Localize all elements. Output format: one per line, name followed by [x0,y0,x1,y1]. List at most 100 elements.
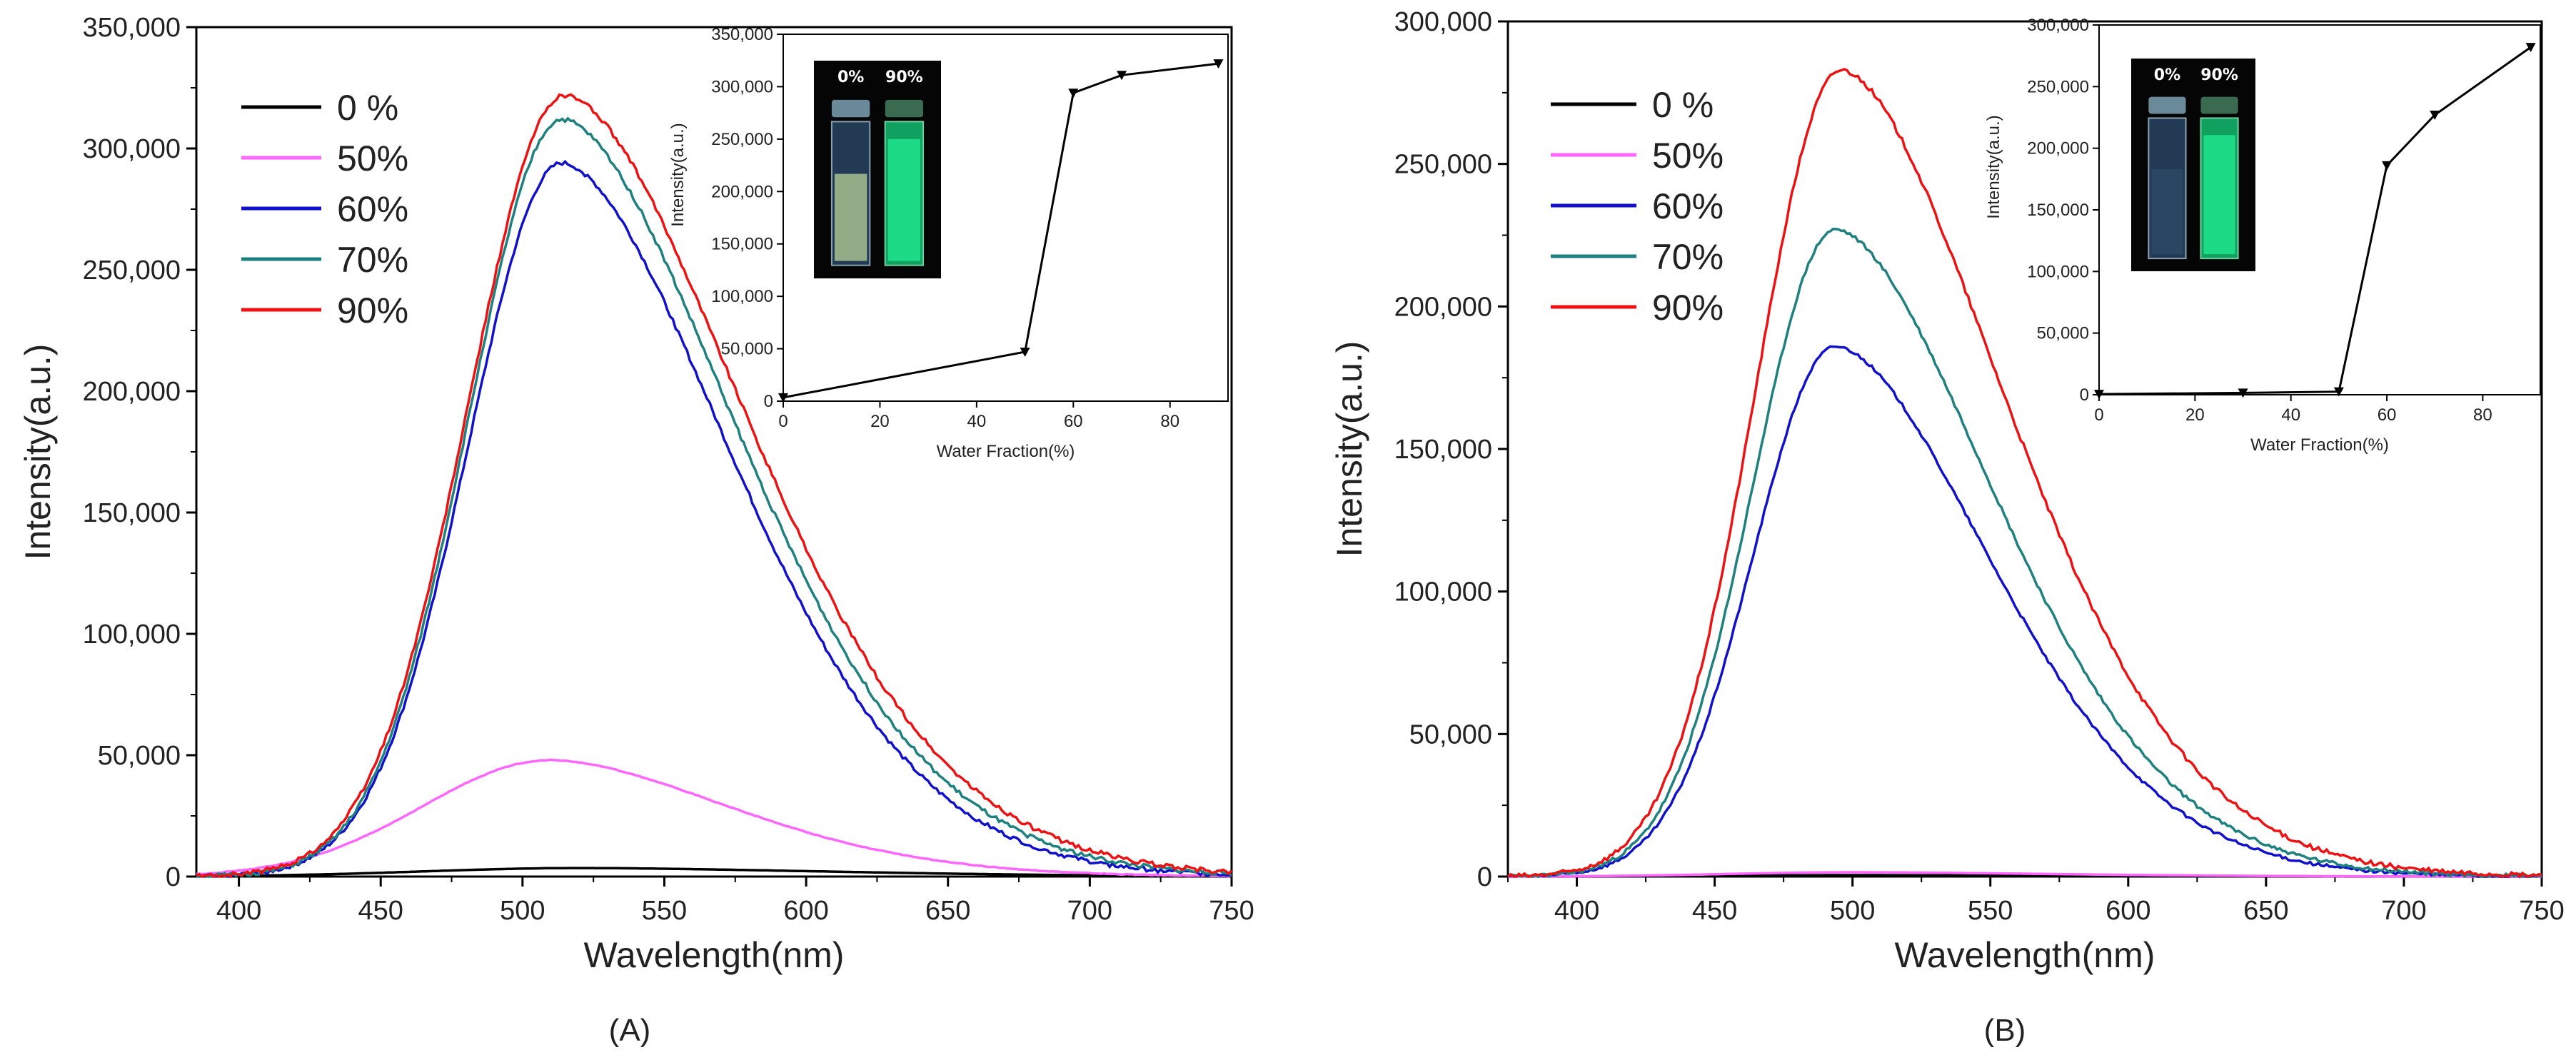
vial-photo: 0% 90% [2131,59,2255,271]
vial-right-glow [2203,135,2235,255]
inset-data-point [2333,387,2344,397]
inset-x-tick-label: 0 [2094,405,2103,425]
y-tick-label: 100,000 [83,620,181,650]
inset-data-point [2525,43,2536,53]
series-line-50pct [1508,871,2542,878]
inset-y-axis-label: Intensity(a.u.) [668,123,688,226]
inset-x-tick-label: 40 [2281,405,2300,425]
vial-left-cap [2148,96,2186,114]
inset-y-tick-label: 300,000 [2027,16,2089,35]
vial-left-glow [2151,168,2183,255]
y-tick-label: 150,000 [1394,435,1492,465]
y-axis-label: Intensity(a.u.) [1329,341,1369,557]
legend-label: 60% [337,189,408,229]
inset-data-point [2238,388,2248,398]
y-tick-label: 0 [1477,862,1492,892]
x-tick-label: 700 [2381,896,2426,926]
vial-left-label: 0% [837,69,864,86]
y-tick-label: 200,000 [83,377,181,407]
series-line-90pct [196,93,1233,879]
legend-label: 70% [1652,237,1724,277]
legend-label: 50% [337,138,408,178]
series-line-0pct [196,867,1232,878]
inset-y-tick-label: 350,000 [711,25,773,44]
series-line-70pct [196,116,1232,878]
inset-x-tick-label: 80 [2473,405,2492,425]
x-tick-label: 600 [2105,896,2150,926]
y-axis-label: Intensity(a.u.) [18,344,58,560]
inset-data-point [1068,89,1079,99]
series-line-50pct [196,758,1232,878]
inset-x-tick-label: 0 [778,412,788,431]
y-tick-label: 50,000 [98,741,181,771]
y-tick-label: 350,000 [83,13,181,43]
x-tick-label: 650 [925,896,970,926]
y-tick-label: 250,000 [1394,150,1492,180]
inset-y-tick-label: 50,000 [721,340,773,359]
inset-y-tick-label: 100,000 [711,287,773,306]
panel-b: 400 450 500 550 600 650 700 750050,000100,00015… [1329,7,2565,1048]
inset-y-tick-label: 250,000 [711,130,773,149]
x-tick-label: 500 [500,896,545,926]
inset-y-tick-label: 100,000 [2027,262,2089,281]
panel-a: 400 450 500 550 600 650 700 750050,000100,00015… [18,13,1254,1048]
inset-data-point [2382,161,2393,171]
x-tick-label: 750 [1209,896,1254,926]
inset-y-tick-label: 150,000 [2027,201,2089,220]
x-tick-label: 550 [1968,896,2013,926]
x-tick-label: 500 [1830,896,1875,926]
inset-y-tick-label: 150,000 [711,235,773,254]
inset-y-tick-label: 0 [764,392,773,411]
inset-x-tick-label: 40 [967,412,987,431]
legend-label: 70% [337,240,408,280]
inset-x-axis-label: Water Fraction(%) [937,442,1075,461]
vial-right-cap [2200,96,2238,114]
inset-y-tick-label: 200,000 [2027,139,2089,158]
y-tick-label: 50,000 [1409,720,1492,749]
y-tick-label: 250,000 [83,256,181,286]
panel-caption: (B) [1984,1013,2026,1048]
x-tick-label: 650 [2243,896,2288,926]
series-line-60pct [1507,345,2542,879]
legend-label: 50% [1652,136,1724,176]
x-tick-label: 700 [1067,896,1112,926]
vial-right-label: 90% [2200,66,2238,84]
inset-x-tick-label: 20 [2185,405,2205,425]
x-tick-label: 450 [1692,896,1737,926]
legend-label: 60% [1652,186,1724,226]
y-tick-label: 200,000 [1394,292,1492,322]
x-tick-label: 550 [642,896,687,926]
x-tick-label: 450 [358,896,403,926]
inset-data-point [2094,390,2104,400]
inset-y-tick-label: 200,000 [711,182,773,201]
inset-x-axis-label: Water Fraction(%) [2250,435,2389,455]
x-axis-label: Wavelength(nm) [584,935,845,975]
x-tick-label: 600 [783,896,828,926]
inset-y-tick-label: 250,000 [2027,77,2089,96]
y-tick-label: 0 [166,862,181,892]
inset-data-point [778,393,788,403]
vial-right-label: 90% [885,69,923,86]
x-axis-label: Wavelength(nm) [1895,935,2155,975]
inset-x-tick-label: 60 [1064,412,1083,431]
legend-label: 0 % [337,88,398,128]
series-line-70pct [1506,227,2542,879]
inset-y-axis-label: Intensity(a.u.) [1984,115,2003,218]
x-tick-label: 750 [2519,896,2564,926]
series-line-90pct [1506,68,2542,879]
legend-label: 0 % [1652,85,1714,125]
legend-label: 90% [1652,288,1724,328]
y-tick-label: 300,000 [83,134,181,164]
vial-left-label: 0% [2154,66,2180,84]
inset-series-line [2098,46,2532,395]
vial-photo: 0% 90% [814,61,941,278]
y-tick-label: 300,000 [1394,7,1492,37]
series-line-60pct [195,159,1232,878]
inset-y-tick-label: 0 [2080,385,2089,405]
vial-right-cap [885,99,924,118]
legend-label: 90% [337,291,408,330]
vial-left-glow [834,173,867,261]
inset-x-tick-label: 20 [870,412,890,431]
inset-y-tick-label: 300,000 [711,77,773,96]
